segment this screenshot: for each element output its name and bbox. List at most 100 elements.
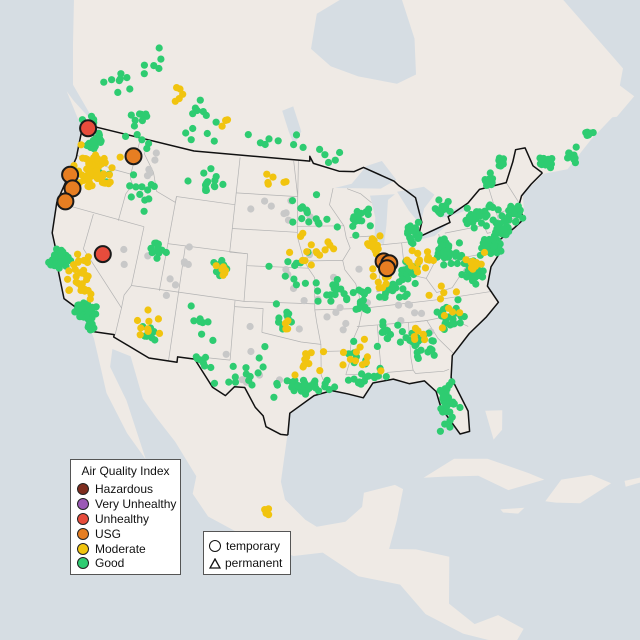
good-sensor-dot [281, 272, 289, 280]
good-sensor-dot [381, 328, 389, 336]
good-sensor-dot [456, 403, 464, 412]
moderate-sensor-dot [413, 268, 422, 276]
good-sensor-dot [350, 337, 358, 345]
good-sensor-dot [305, 384, 313, 392]
moderate-sensor-dot [145, 317, 153, 325]
state-line-32 [386, 368, 450, 374]
good-sensor-dot [133, 131, 141, 139]
good-sensor-dot [57, 258, 65, 266]
good-sensor-dot [449, 400, 458, 408]
hispaniola-land [545, 474, 612, 504]
sensor-type-legend: temporary permanent [203, 531, 291, 575]
good-sensor-dot [463, 273, 471, 281]
good-sensor-dot [494, 206, 502, 214]
good-sensor-dot [453, 259, 461, 268]
moderate-sensor-dot [264, 505, 273, 513]
good-sensor-dot [428, 346, 436, 354]
good-sensor-dot [198, 330, 206, 338]
moderate-sensor-dot [173, 84, 181, 92]
moderate-sensor-dot [218, 265, 226, 273]
good-sensor-dot [465, 213, 473, 221]
moderate-sensor-dot [339, 361, 347, 369]
good-sensor-dot [446, 417, 454, 425]
legend-item-hazardous: Hazardous [77, 482, 153, 496]
good-sensor-dot [360, 290, 368, 298]
good-sensor-dot [155, 44, 163, 52]
good-sensor-dot [136, 190, 144, 198]
good-sensor-dot [324, 158, 333, 167]
good-sensor-dot [489, 216, 497, 224]
moderate-sensor-dot [305, 360, 313, 368]
good-sensor-dot [51, 253, 59, 261]
moderate-sensor-dot [80, 256, 88, 265]
good-sensor-dot [97, 137, 105, 145]
moderate-sensor-dot [411, 324, 420, 332]
moderate-sensor-dot [144, 306, 152, 314]
moderate-sensor-dot [99, 170, 108, 178]
good-sensor-dot [404, 223, 412, 231]
good-sensor-dot [187, 136, 195, 144]
good-sensor-dot [290, 275, 298, 283]
good-sensor-dot [429, 337, 437, 345]
state-line-7 [175, 196, 235, 206]
moderate-sensor-dot [368, 241, 376, 249]
no-data-sensor-dot [180, 258, 188, 266]
puerto-rico-land [624, 477, 640, 487]
good-sensor-dot [203, 179, 211, 187]
no-data-sensor-dot [332, 308, 340, 316]
good-sensor-dot [406, 234, 414, 242]
good-sensor-dot [448, 378, 456, 386]
good-sensor-dot [331, 156, 339, 164]
good-sensor-dot [202, 186, 210, 195]
moderate-sensor-dot [84, 272, 92, 280]
good-sensor-dot [292, 259, 301, 267]
good-sensor-dot [131, 116, 139, 124]
moderate-sensor-dot [116, 153, 124, 161]
moderate-sensor-dot [263, 170, 271, 178]
good-sensor-dot [130, 122, 138, 130]
good-sensor-dot [95, 129, 103, 137]
moderate-sensor-dot [265, 511, 273, 519]
usg-sensor-marker [124, 147, 143, 166]
moderate-sensor-dot [133, 316, 142, 325]
good-sensor-dot [396, 293, 404, 301]
good-sensor-dot [196, 96, 204, 104]
good-sensor-dot [444, 198, 452, 206]
good-sensor-dot [157, 55, 165, 63]
moderate-sensor-dot [72, 278, 80, 286]
good-sensor-dot [301, 279, 309, 287]
moderate-sensor-dot [480, 248, 489, 257]
good-sensor-dot [127, 193, 135, 201]
good-sensor-dot [463, 220, 471, 228]
good-sensor-dot [294, 382, 302, 390]
good-sensor-dot [440, 235, 448, 243]
good-sensor-dot [292, 281, 300, 289]
good-sensor-dot [312, 215, 320, 223]
no-data-sensor-dot [323, 313, 331, 321]
good-sensor-dot [439, 408, 447, 416]
moderate-sensor-dot [65, 286, 73, 294]
moderate-sensor-dot [84, 174, 92, 183]
moderate-sensor-dot [222, 116, 230, 124]
moderate-sensor-dot [440, 311, 448, 320]
moderate-sensor-dot [219, 271, 227, 279]
good-sensors [45, 44, 597, 435]
moderate-sensor-dot [303, 248, 311, 256]
good-sensor-dot [210, 379, 219, 387]
moderate-sensor-dot [78, 280, 86, 288]
moderate-sensor-dot [449, 308, 457, 316]
unhealthy-sensor-marker [93, 245, 112, 264]
newfoundland-land [581, 63, 635, 121]
good-sensor-dot [352, 305, 360, 313]
moderate-sensor-dot [286, 248, 294, 256]
good-sensor-dot [123, 74, 131, 82]
good-sensor-dot [212, 173, 220, 181]
moderate-sensor-dot [269, 173, 277, 181]
moderate-sensor-dot [298, 256, 306, 265]
usg-sensor-marker [378, 259, 396, 278]
moderate-sensor-dot [456, 309, 464, 317]
good-sensor-dot [330, 285, 338, 293]
no-data-sensor-dot [267, 202, 275, 210]
good-sensor-dot [411, 279, 419, 288]
good-sensor-dot [312, 191, 321, 199]
